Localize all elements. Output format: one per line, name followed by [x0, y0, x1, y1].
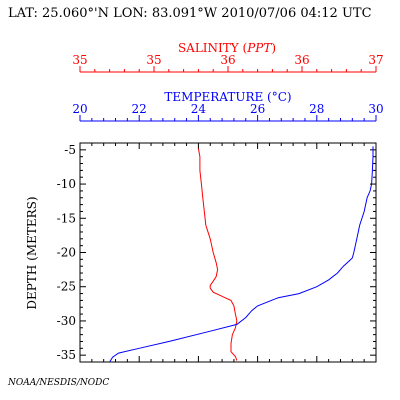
temperature-axis-label: TEMPERATURE (°C)	[164, 90, 291, 104]
temperature-tick-label: 26	[250, 102, 265, 116]
salinity-tick-label: 37	[368, 53, 383, 67]
temperature-axis: TEMPERATURE (°C) 20 22 24 26 28 30	[72, 90, 384, 122]
depth-tick-label: -5	[64, 143, 76, 157]
salinity-axis-name: SALINITY	[178, 41, 240, 55]
plot-frame	[79, 142, 377, 363]
temperature-axis-unit: °C	[272, 90, 287, 104]
salinity-tick-label: 35	[72, 53, 87, 67]
temperature-tick-label: 22	[132, 102, 147, 116]
depth-tick-label: -35	[57, 348, 76, 362]
salinity-tick-label: 35	[146, 53, 161, 67]
temperature-tick-label: 30	[368, 102, 383, 116]
y-axis-label: DEPTH (METERS)	[25, 196, 39, 309]
depth-tick-label: -10	[57, 177, 76, 191]
source-credit: NOAA/NESDIS/NODC	[8, 378, 110, 388]
depth-tick-label: -25	[57, 280, 76, 294]
depth-tick-label: -15	[57, 211, 76, 225]
salinity-profile-line	[197, 148, 238, 361]
temperature-tick-label: 28	[309, 102, 324, 116]
salinity-tick-label: 36	[220, 53, 235, 67]
station-header: LAT: 25.060°'N LON: 83.091°W 2010/07/06 …	[8, 6, 372, 21]
temperature-tick-label: 24	[191, 102, 207, 116]
salinity-axis: SALINITY (PPT) 35 35 36 36 37	[72, 41, 384, 73]
temperature-axis-name: TEMPERATURE	[164, 90, 263, 104]
depth-tick-label: -30	[57, 314, 76, 328]
salinity-tick-label: 36	[294, 53, 309, 67]
depth-tick-label: -20	[57, 246, 76, 260]
temperature-profile-line	[109, 146, 374, 363]
salinity-axis-unit: PPT	[246, 41, 272, 55]
temperature-tick-label: 20	[72, 102, 87, 116]
salinity-axis-label: SALINITY (PPT)	[178, 41, 276, 55]
